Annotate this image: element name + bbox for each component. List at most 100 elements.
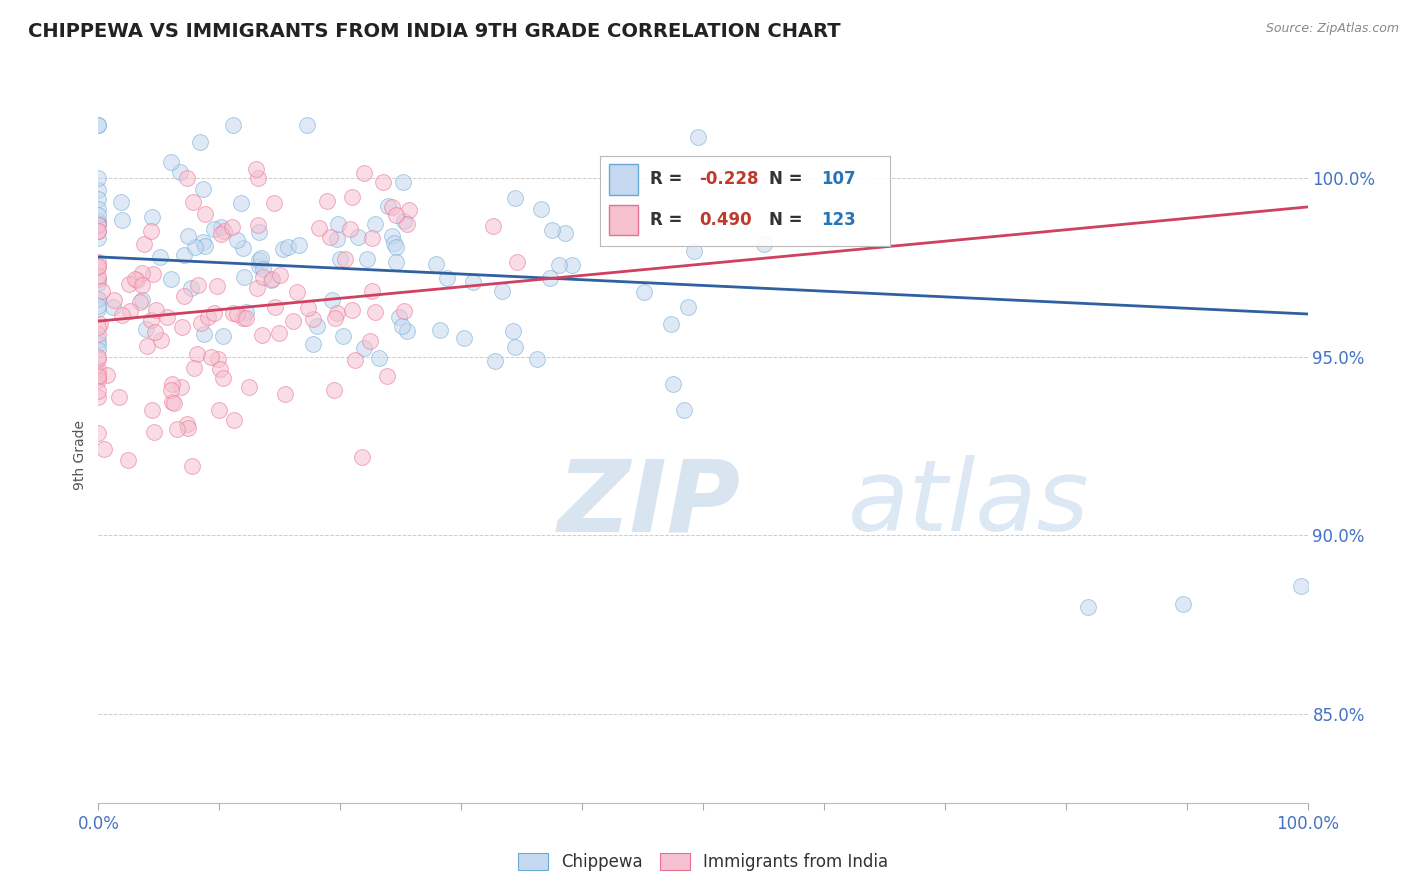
Point (160, 384, 183, 398)
Point (87, 216, 110, 230)
Point (381, 200, 404, 214)
Point (87, 214, 110, 228)
Point (277, 240, 299, 254)
Point (87, 217, 110, 231)
Point (170, 380, 193, 394)
Point (177, 421, 200, 435)
Point (262, 272, 284, 286)
Text: -0.228: -0.228 (699, 170, 758, 188)
Point (209, 362, 232, 376)
Point (315, 194, 337, 208)
Point (211, 370, 233, 384)
Point (172, 319, 194, 334)
Point (368, 351, 391, 365)
Point (141, 403, 163, 417)
Point (323, 311, 346, 326)
Point (87, 218, 110, 232)
Point (384, 208, 406, 222)
Point (263, 196, 285, 211)
Point (250, 251, 273, 265)
Text: N =: N = (769, 170, 801, 188)
Point (87, 327, 110, 342)
Point (340, 303, 363, 318)
Point (232, 240, 254, 254)
Point (246, 171, 269, 186)
Point (129, 295, 152, 310)
Point (87, 224, 110, 238)
Point (89, 317, 111, 331)
Point (307, 319, 329, 334)
Point (247, 225, 270, 239)
Point (269, 326, 291, 340)
Point (87, 192, 110, 206)
Point (269, 268, 291, 282)
Point (503, 340, 526, 354)
Point (541, 223, 564, 237)
Point (364, 305, 387, 319)
Point (87, 299, 110, 313)
Point (222, 118, 245, 132)
Point (173, 248, 195, 262)
Text: ZIP: ZIP (558, 455, 741, 552)
Point (425, 257, 447, 271)
Point (252, 270, 274, 285)
Point (554, 227, 576, 241)
Point (395, 217, 418, 231)
Point (391, 318, 413, 333)
Point (110, 195, 132, 210)
Point (193, 182, 215, 196)
Point (205, 279, 228, 293)
Point (96, 368, 118, 382)
Point (160, 395, 183, 409)
Point (87, 255, 110, 269)
Point (188, 135, 211, 149)
Point (353, 165, 375, 179)
Point (159, 272, 181, 286)
Point (191, 235, 214, 249)
Point (395, 324, 418, 338)
Point (180, 281, 202, 295)
Point (392, 304, 415, 318)
Point (87, 272, 110, 286)
Point (101, 300, 124, 314)
Point (212, 329, 235, 343)
Point (87, 301, 110, 316)
Point (111, 213, 134, 227)
Point (176, 170, 198, 185)
Point (103, 293, 125, 307)
Point (149, 250, 172, 264)
Point (388, 310, 411, 325)
Point (676, 300, 699, 314)
Point (436, 270, 458, 285)
Point (187, 278, 209, 293)
Point (398, 202, 420, 217)
Point (87, 269, 110, 284)
Point (190, 316, 212, 330)
Point (91, 284, 114, 298)
Point (301, 337, 323, 351)
Point (238, 380, 260, 394)
Point (484, 354, 506, 368)
Point (87, 366, 110, 380)
Point (530, 202, 553, 216)
Point (453, 330, 475, 344)
Point (169, 164, 191, 178)
Point (118, 303, 141, 318)
Point (87, 260, 110, 275)
Point (212, 224, 235, 238)
Point (125, 272, 148, 286)
Text: 123: 123 (821, 211, 855, 229)
Point (339, 222, 361, 236)
Point (110, 309, 132, 323)
Point (186, 347, 208, 361)
Point (202, 305, 225, 319)
Point (207, 402, 229, 417)
Point (183, 240, 205, 254)
Point (346, 230, 368, 244)
Point (87, 343, 110, 358)
Point (87, 292, 110, 306)
Point (142, 268, 165, 282)
Point (271, 243, 294, 257)
Point (538, 271, 561, 285)
Point (173, 289, 195, 303)
